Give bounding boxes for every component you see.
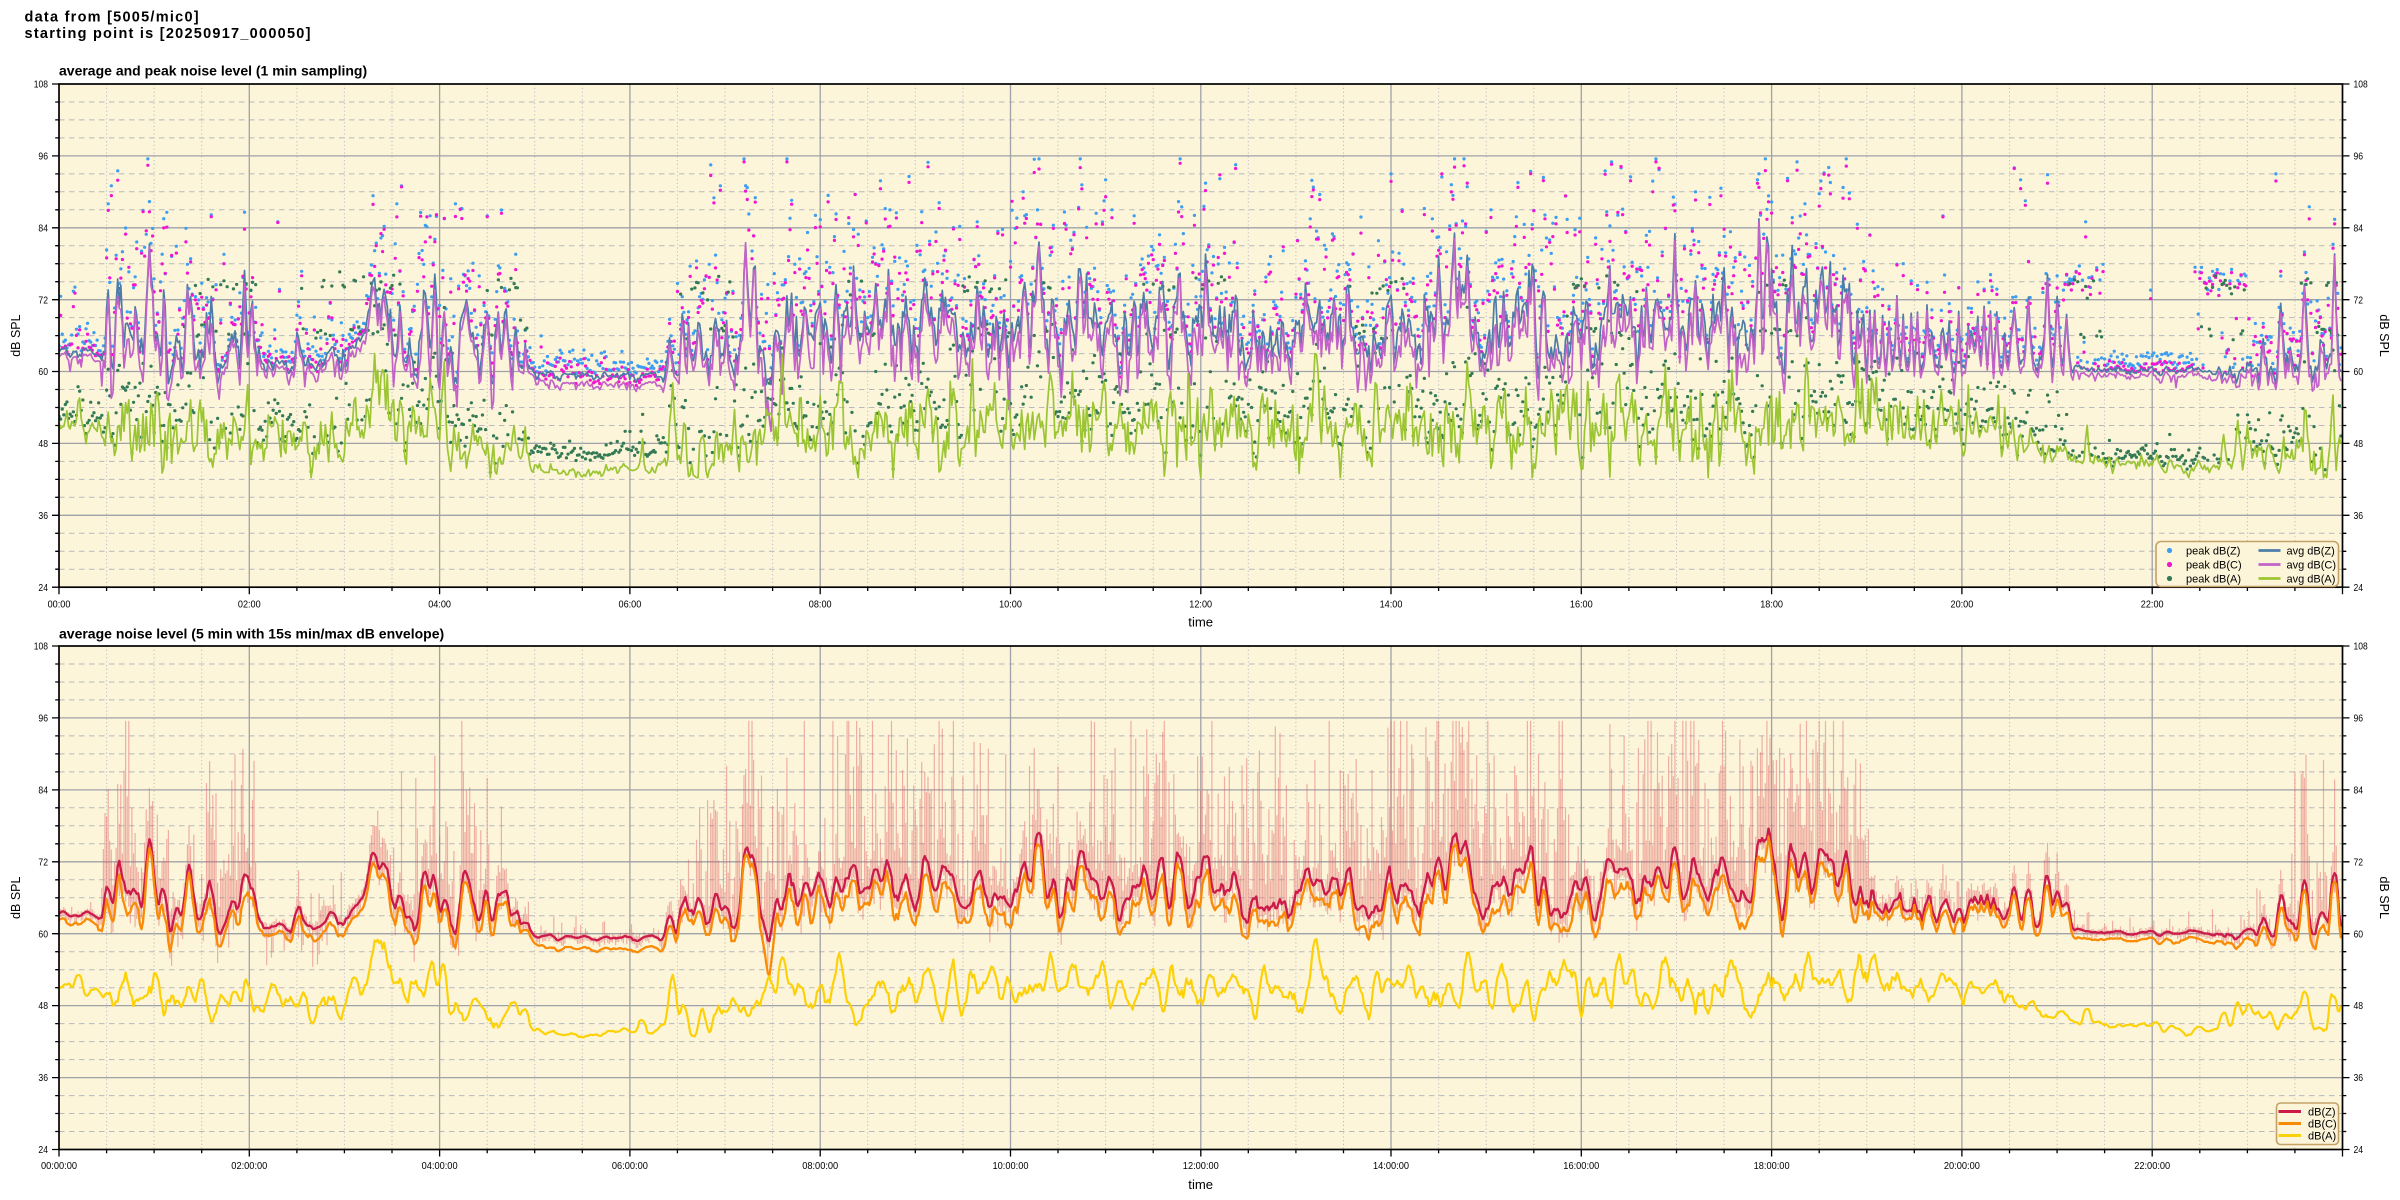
svg-text:avg dB(Z): avg dB(Z) [2287,545,2335,557]
svg-text:36: 36 [38,510,48,522]
svg-text:12:00: 12:00 [1189,599,1212,611]
svg-text:06:00: 06:00 [619,599,642,611]
svg-text:peak dB(Z): peak dB(Z) [2186,545,2240,557]
svg-text:14:00:00: 14:00:00 [1373,1160,1409,1172]
svg-text:84: 84 [38,785,48,797]
svg-text:108: 108 [2354,79,2368,91]
svg-text:96: 96 [2354,151,2364,163]
svg-text:16:00: 16:00 [1570,599,1593,611]
svg-text:18:00: 18:00 [1760,599,1783,611]
svg-text:avg dB(C): avg dB(C) [2287,559,2337,571]
svg-text:dB(C): dB(C) [2308,1118,2337,1130]
svg-text:96: 96 [2354,713,2364,725]
svg-text:48: 48 [2354,1000,2364,1012]
svg-text:108: 108 [34,79,48,91]
svg-text:08:00:00: 08:00:00 [802,1160,838,1172]
svg-text:20:00:00: 20:00:00 [1944,1160,1980,1172]
svg-text:36: 36 [2354,510,2364,522]
svg-text:22:00: 22:00 [2141,599,2164,611]
svg-text:10:00:00: 10:00:00 [993,1160,1029,1172]
svg-text:02:00:00: 02:00:00 [231,1160,267,1172]
svg-text:108: 108 [34,641,48,653]
svg-text:avg dB(A): avg dB(A) [2287,573,2336,585]
svg-text:48: 48 [38,438,48,450]
svg-text:starting point is [20250917_00: starting point is [20250917_000050] [25,26,312,42]
svg-text:24: 24 [38,582,48,594]
svg-text:72: 72 [2354,294,2364,306]
svg-text:18:00:00: 18:00:00 [1754,1160,1790,1172]
svg-text:72: 72 [38,856,48,868]
svg-text:dB(Z): dB(Z) [2308,1106,2336,1118]
svg-text:48: 48 [2354,438,2364,450]
svg-text:02:00: 02:00 [238,599,261,611]
svg-text:72: 72 [38,294,48,306]
svg-text:00:00: 00:00 [48,599,71,611]
svg-text:data from [5005/mic0]: data from [5005/mic0] [25,10,200,26]
svg-text:60: 60 [38,928,48,940]
svg-text:84: 84 [38,222,48,234]
svg-text:36: 36 [38,1072,48,1084]
svg-text:60: 60 [2354,928,2364,940]
svg-text:peak dB(A): peak dB(A) [2186,573,2241,585]
svg-text:dB SPL: dB SPL [9,314,23,356]
svg-text:20:00: 20:00 [1951,599,1974,611]
svg-text:time: time [1188,615,1213,629]
svg-text:10:00: 10:00 [999,599,1022,611]
svg-text:24: 24 [2354,1144,2364,1156]
svg-text:16:00:00: 16:00:00 [1563,1160,1599,1172]
svg-text:06:00:00: 06:00:00 [612,1160,648,1172]
svg-text:08:00: 08:00 [809,599,832,611]
svg-text:average and peak noise level (: average and peak noise level (1 min samp… [59,63,367,79]
svg-text:22:00:00: 22:00:00 [2134,1160,2170,1172]
svg-text:04:00: 04:00 [428,599,451,611]
svg-text:48: 48 [38,1000,48,1012]
svg-text:dB SPL: dB SPL [2377,877,2391,919]
svg-text:average noise level (5 min wit: average noise level (5 min with 15s min/… [59,626,444,642]
svg-text:dB(A): dB(A) [2308,1130,2336,1142]
svg-text:96: 96 [38,713,48,725]
svg-text:36: 36 [2354,1072,2364,1084]
svg-text:04:00:00: 04:00:00 [422,1160,458,1172]
svg-text:96: 96 [38,151,48,163]
svg-text:12:00:00: 12:00:00 [1183,1160,1219,1172]
svg-text:60: 60 [2354,366,2364,378]
svg-text:peak dB(C): peak dB(C) [2186,559,2242,571]
svg-text:24: 24 [38,1144,48,1156]
svg-text:dB SPL: dB SPL [2377,314,2391,356]
svg-text:108: 108 [2354,641,2368,653]
svg-text:84: 84 [2354,785,2364,797]
svg-text:72: 72 [2354,856,2364,868]
svg-text:14:00: 14:00 [1380,599,1403,611]
svg-text:dB SPL: dB SPL [9,877,23,919]
svg-text:00:00:00: 00:00:00 [41,1160,77,1172]
svg-text:60: 60 [38,366,48,378]
svg-text:24: 24 [2354,582,2364,594]
svg-text:time: time [1188,1178,1213,1192]
svg-text:84: 84 [2354,222,2364,234]
